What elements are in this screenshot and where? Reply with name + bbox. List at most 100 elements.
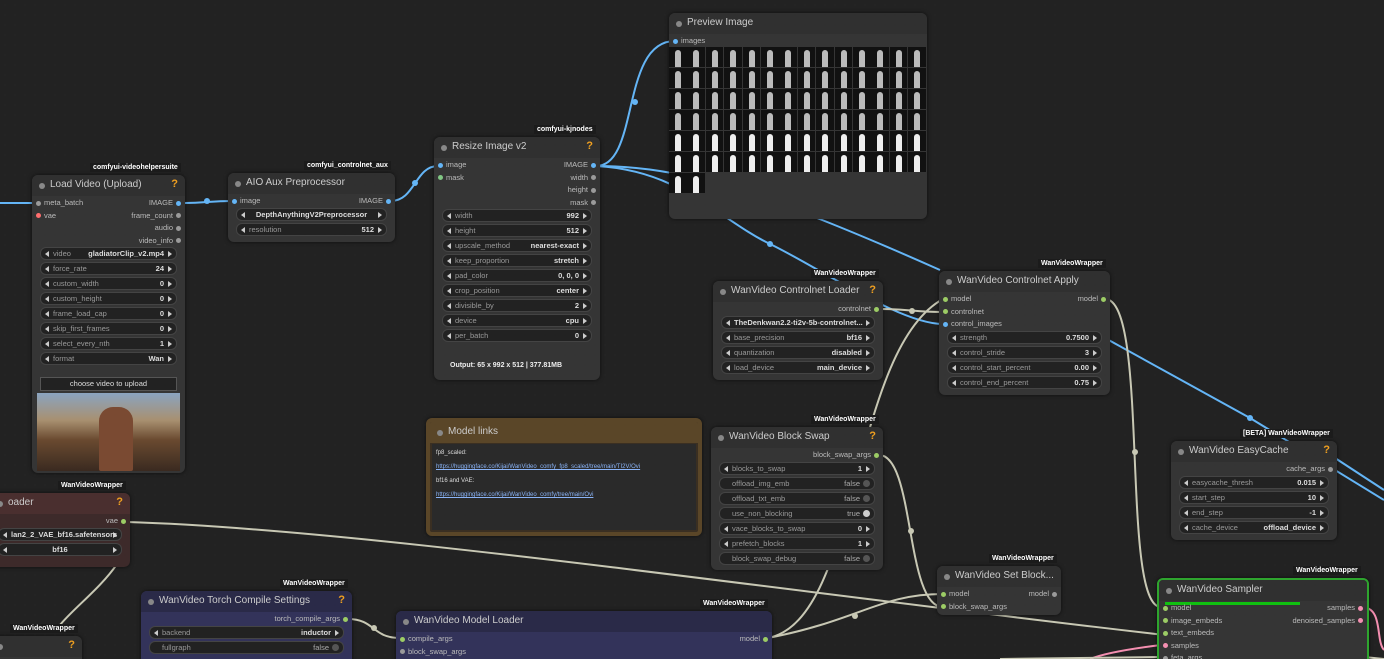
progress-bar: [1165, 602, 1300, 605]
arrow-right: [168, 251, 172, 257]
widget-name: height: [455, 226, 476, 235]
preview-frame: [797, 47, 816, 67]
widget-value: DepthAnythingV2Preprocessor: [255, 209, 368, 219]
arrow-left: [45, 311, 49, 317]
widget: base_precision bf16: [721, 330, 875, 344]
node-title: Preview Image: [687, 17, 754, 28]
widget: custom_width 0: [40, 277, 177, 290]
widget: keep_proportion stretch: [442, 254, 592, 267]
widget: fullgraph false: [149, 640, 344, 654]
widget: cache_device offload_device: [1179, 520, 1329, 534]
input-slot: [943, 296, 948, 302]
widget-name: custom_width: [53, 279, 99, 288]
widget-name: offload_txt_emb: [732, 493, 786, 503]
title-bar: WanVideo Torch Compile Settings?: [141, 591, 352, 612]
output-label: block_swap_args: [813, 450, 871, 459]
help-icon: ?: [869, 430, 876, 442]
arrow-right: [168, 356, 172, 362]
preview-frame: [853, 152, 871, 172]
silhouette: [840, 134, 847, 151]
widget-name: divisible_by: [455, 301, 494, 310]
note-text: fp8_scaled:: [436, 450, 467, 456]
widget-value: main_device: [816, 362, 862, 372]
silhouette: [693, 71, 700, 88]
preview-frame: [779, 131, 797, 151]
silhouette: [730, 134, 737, 151]
output-label: mask: [570, 197, 588, 207]
preview-frame: [889, 68, 908, 88]
arrow-left: [45, 296, 49, 302]
widget: per_batch 0: [442, 329, 592, 342]
widget-name: format: [53, 354, 75, 363]
arrow-left: [726, 349, 730, 356]
widget-name: backend: [162, 627, 191, 637]
widget-value: 10: [1307, 492, 1316, 502]
preview-frame: [724, 47, 742, 67]
status-dot: [0, 501, 3, 507]
arrow-left: [1184, 524, 1188, 531]
preview-frame: [779, 68, 797, 88]
arrow-right: [1093, 379, 1097, 386]
arrow-left: [45, 266, 49, 272]
widget-name: device: [455, 316, 477, 325]
output-label: model: [739, 634, 760, 643]
silhouette: [803, 71, 810, 88]
silhouette: [748, 92, 755, 109]
widget-value: false: [313, 642, 329, 652]
widget: prefetch_blocks 1: [719, 536, 875, 550]
arrow-left: [724, 465, 728, 472]
widget-value: bf16: [52, 544, 68, 554]
silhouette: [675, 134, 681, 151]
widget: block_swap_debug false: [719, 551, 875, 565]
widget-name: start_step: [1192, 492, 1225, 502]
input-label: vae: [44, 210, 57, 220]
preview-frame: [871, 68, 889, 88]
note-body: fp8_scaled: https://huggingface.co/Kijai/…: [432, 444, 696, 530]
silhouette: [748, 113, 755, 130]
output-slot: [176, 225, 181, 231]
arrow-right: [583, 288, 587, 294]
silhouette: [748, 155, 755, 172]
widget-name: block_swap_debug: [732, 553, 797, 563]
widget-value: 1: [857, 463, 862, 473]
preview-frame: [761, 110, 779, 130]
input-slot: [1163, 643, 1168, 648]
preview-frame: [889, 131, 908, 151]
preview-frame: [687, 173, 705, 193]
arrow-left: [447, 213, 451, 219]
status-dot: [437, 430, 443, 436]
widget: custom_height 0: [40, 292, 177, 305]
node-title: WanVideo Sampler: [1177, 584, 1263, 595]
silhouette: [895, 92, 902, 109]
silhouette: [803, 92, 810, 109]
silhouette: [711, 113, 718, 130]
node-badge: WanVideoWrapper: [10, 624, 78, 633]
widget-value: gladiatorClip_v2.mp4: [88, 249, 164, 258]
preview-frame: [669, 173, 687, 193]
output-slot: [1052, 591, 1057, 597]
title-bar: Preview Image: [669, 13, 927, 34]
silhouette: [840, 113, 847, 130]
widget-name: pad_color: [455, 271, 488, 280]
arrow-left: [724, 525, 728, 532]
preview-frame: [871, 131, 889, 151]
link-text: https://huggingface.co/Kijai/WanVideo_co…: [436, 464, 641, 470]
title-bar: WanVideo Set Block...: [937, 566, 1061, 587]
input-slot: [1163, 605, 1168, 611]
arrow-right: [1320, 479, 1324, 486]
widget-value: 0: [857, 523, 862, 533]
widget: easycache_thresh 0.015: [1179, 475, 1329, 489]
silhouette: [822, 134, 829, 151]
node: Resize Image v2? image mask IMAGE width heigh…: [434, 137, 600, 380]
widget-value: center: [556, 286, 579, 295]
output-label: torch_compile_args: [274, 614, 340, 623]
link: [767, 593, 944, 639]
node-badge: WanVideoWrapper: [280, 579, 348, 588]
arrow-right: [583, 318, 587, 324]
arrow-left: [447, 333, 451, 339]
widget-name: custom_height: [53, 294, 102, 303]
preview-frame: [797, 152, 816, 172]
preview-frame: [889, 152, 908, 172]
preview-frame: [871, 110, 889, 130]
arrow-left: [952, 364, 956, 371]
